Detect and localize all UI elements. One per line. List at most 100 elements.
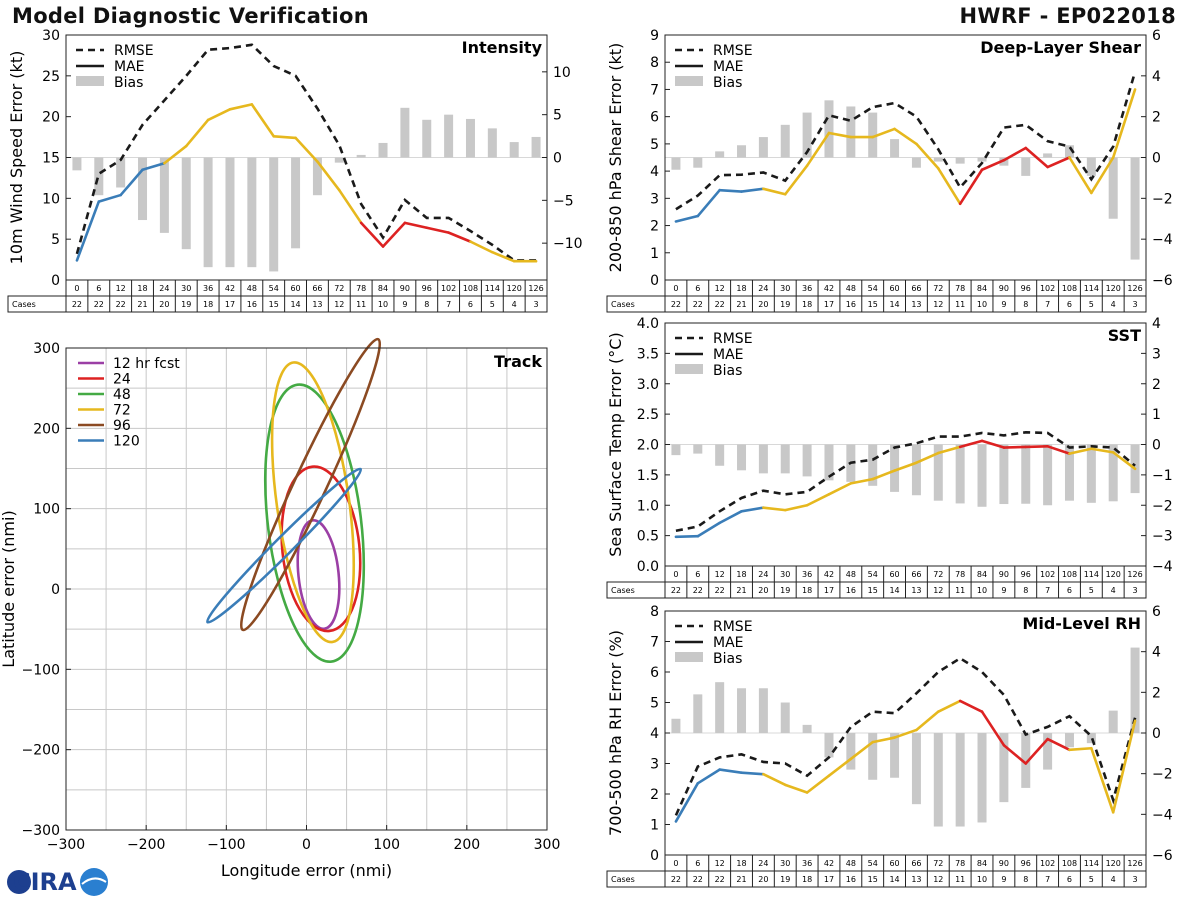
rh-bias-bar [1064,733,1074,748]
shear-mae-segment [980,158,1006,172]
sst-bias-bar [693,444,703,454]
cases-hour: 42 [824,859,834,868]
cases-hour: 108 [1062,859,1077,868]
intensity-y2tick-label: 0 [553,151,562,167]
shear-mae-segment [1002,146,1028,162]
track-legend-label: 120 [113,434,140,450]
cases-hour: 72 [933,859,943,868]
cases-hour: 36 [802,859,812,868]
cases-hour: 18 [736,859,746,868]
intensity-mae-segment [75,200,101,262]
shear-bias-bar [890,139,900,158]
cases-count: 22 [116,300,126,309]
cases-hour: 114 [485,284,500,293]
cases-hour: 60 [290,284,300,293]
legend-rmse-label: RMSE [713,43,753,59]
intensity-bias-bar [509,142,519,158]
cases-count: 5 [1089,875,1094,884]
intensity-ytick-label: 0 [51,273,60,289]
track-ytick-label: 100 [33,502,60,518]
track-ytick-label: −200 [22,743,60,759]
shear-y2tick-label: 0 [1152,151,1161,167]
cases-count: 20 [758,586,768,595]
intensity-mae-segment [381,221,407,248]
rh-bias-bar [758,688,768,733]
cases-count: 7 [446,300,451,309]
rh-ytick-label: 7 [650,635,659,651]
cases-count: 22 [94,300,104,309]
cases-hour: 6 [695,859,700,868]
intensity-mae-segment [206,108,232,122]
cases-hour: 54 [269,284,279,293]
legend-rmse-label: RMSE [114,43,154,59]
cases-count: 19 [780,300,790,309]
cases-hour: 12 [116,284,126,293]
rh-mae-segment [674,782,700,823]
cases-hour: 36 [802,570,812,579]
shear-mae-segment [718,188,743,193]
cases-count: 14 [290,300,300,309]
rh-mae-segment [893,728,918,739]
shear-bias-bar [1086,157,1096,176]
rh-ytick-label: 1 [650,818,659,834]
intensity-ytick-label: 10 [42,191,60,207]
cases-count: 19 [780,875,790,884]
cases-hour: 6 [695,570,700,579]
cases-hour: 102 [1040,859,1055,868]
shear-bias-bar [955,157,965,164]
rh-ytick-label: 0 [650,848,659,864]
intensity-bias-bar [487,128,497,158]
cases-hour: 90 [999,859,1009,868]
cases-hour: 12 [715,859,725,868]
track-legend-label: 96 [113,418,131,434]
legend-mae-label: MAE [713,347,744,363]
shear-bias-bar [933,157,943,162]
cases-hour: 66 [911,859,921,868]
cases-hour: 84 [378,284,388,293]
cases-hour: 54 [868,570,878,579]
cases-count: 10 [977,300,987,309]
legend-mae-label: MAE [713,635,744,651]
cases-hour: 48 [846,284,856,293]
rh-bias-bar [955,733,965,827]
shear-mae-segment [1024,146,1049,169]
intensity-mae-segment [425,226,450,234]
track-title: Track [494,352,542,371]
shear-y2tick-label: 6 [1152,28,1161,44]
cases-hour: 84 [977,570,987,579]
rh-y2tick-label: 4 [1152,645,1161,661]
cases-count: 15 [269,300,279,309]
shear-bias-bar [737,145,747,158]
rh-ytick-label: 3 [650,757,659,773]
shear-mae-segment [871,127,896,139]
sst-mae-segment [783,503,809,512]
intensity-cases-table: Cases02262212221821242030193618421748165… [7,279,548,313]
shear-mae-segment [958,168,984,206]
sst-bias-bar [999,444,1009,505]
shear-mae-segment [762,187,787,196]
cases-count: 17 [824,300,834,309]
cases-count: 8 [424,300,429,309]
cases-count: 9 [1001,875,1006,884]
sst-bias-bar [1108,444,1118,502]
cases-count: 3 [1133,300,1138,309]
cases-count: 22 [715,875,725,884]
sst-ytick-label: 1.0 [637,498,659,514]
sst-mae-segment [827,482,853,496]
shear-title: Deep-Layer Shear [980,38,1141,57]
intensity-bias-bar [291,157,301,249]
legend-bias-swatch [675,652,703,662]
cases-count: 9 [1001,586,1006,595]
rh-bias-bar [977,733,987,823]
rh-bias-bar [1086,733,1096,744]
shear-bias-bar [846,106,856,158]
rh-mae-segment [936,699,962,713]
cases-count: 6 [468,300,473,309]
sst-mae-segment [915,451,940,465]
shear-ytick-label: 9 [650,28,659,44]
cases-hour: 84 [977,284,987,293]
cases-hour: 78 [955,284,965,293]
intensity-bias-bar [247,157,257,268]
cases-count: 6 [1067,586,1072,595]
